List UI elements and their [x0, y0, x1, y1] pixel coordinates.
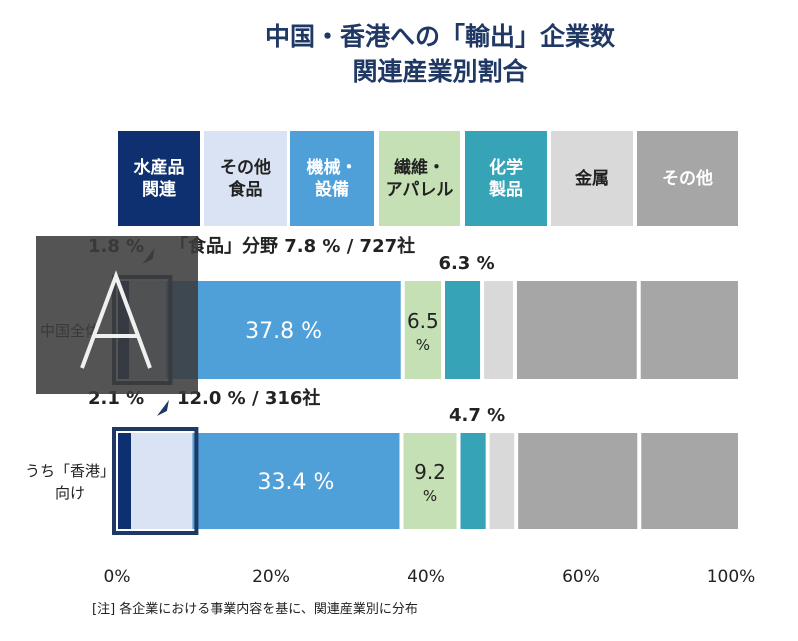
- bar-1-2: [192, 433, 400, 529]
- x-tick-label: 40%: [407, 567, 445, 587]
- legend-label-4: 化学: [489, 157, 523, 178]
- legend-label-2: 機械・: [307, 157, 358, 178]
- legend-label-2: 設備: [315, 179, 349, 200]
- bars: [112, 275, 738, 535]
- legend-label-0: 水産品: [134, 157, 185, 178]
- food-total-1: 12.0 % / 316社: [177, 387, 320, 409]
- other-divider-1: [637, 433, 642, 529]
- legend-label-3: アパレル: [386, 180, 454, 200]
- textile-value-0: %: [416, 336, 430, 354]
- x-tick-label: 20%: [252, 567, 290, 587]
- legend-swatch-3: [379, 131, 460, 226]
- legend-label-3: 繊維・: [394, 157, 445, 178]
- labels: 中国全体37.8 %6.5%6.3 %1.8 %「食品」分野 7.8 % / 7…: [25, 235, 505, 505]
- legend-label-1: 食品: [229, 179, 263, 200]
- x-tick-label: 60%: [562, 567, 600, 587]
- legend-swatch-5: [551, 131, 633, 226]
- food-total-0: 「食品」分野 7.8 % / 727社: [170, 235, 415, 257]
- food-group-box-1: [112, 427, 199, 535]
- bar-1-4: [460, 433, 486, 529]
- legend-swatch-1: [204, 131, 287, 226]
- legend-swatch-2: [290, 131, 374, 226]
- legend-label-1: その他: [220, 157, 271, 178]
- bar-1-3: [403, 433, 457, 529]
- machine-value-0: 37.8 %: [245, 319, 322, 344]
- textile-value-1: %: [423, 487, 437, 505]
- bar-0-6: [516, 281, 738, 379]
- chart-title-line1: 中国・香港への「輸出」企業数: [265, 22, 616, 51]
- other-divider-0: [636, 281, 641, 379]
- footnote: [注] 各企業における事業内容を基に、関連産業別に分布: [92, 601, 418, 617]
- machine-value-1: 33.4 %: [257, 470, 334, 495]
- legend-swatch-6: [637, 131, 738, 226]
- bar-0-2: [166, 281, 401, 379]
- bar-0-3: [404, 281, 442, 379]
- legend-label-5: 金属: [574, 168, 609, 189]
- legend-label-6: その他: [662, 168, 713, 189]
- bar-1-5: [489, 433, 515, 529]
- legend-label-4: 製品: [488, 179, 523, 200]
- bar-0-4: [445, 281, 481, 379]
- chart-title-line2: 関連産業別割合: [352, 57, 528, 86]
- row-label-1: 向け: [55, 484, 85, 502]
- image-overlay: [36, 236, 198, 394]
- legend-swatch-0: [118, 131, 200, 226]
- textile-value-0: 6.5: [407, 309, 439, 333]
- x-axis: 0% 20% 40% 60% 100%: [104, 567, 756, 587]
- legend-label-0: 関連: [142, 179, 177, 200]
- x-tick-label: 0%: [104, 567, 131, 587]
- chemical-value-0: 6.3 %: [438, 253, 494, 274]
- bar-1-1: [131, 433, 193, 529]
- letter-a-icon: [80, 270, 152, 369]
- bar-1-0: [118, 433, 132, 529]
- bar-1-6: [518, 433, 738, 529]
- bar-0-5: [484, 281, 513, 379]
- legend-swatch-4: [465, 131, 547, 226]
- chemical-value-1: 4.7 %: [449, 405, 505, 426]
- callout-pointer-1: [156, 400, 169, 416]
- textile-value-1: 9.2: [414, 460, 446, 484]
- row-label-1: うち「香港」: [25, 462, 115, 480]
- x-tick-label: 100%: [707, 567, 756, 587]
